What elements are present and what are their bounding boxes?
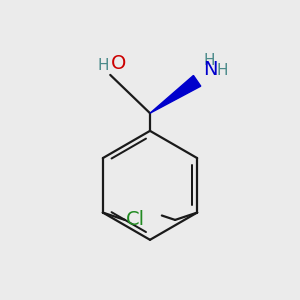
Text: H: H [97, 58, 109, 74]
Text: H: H [216, 63, 228, 78]
Polygon shape [150, 76, 201, 113]
Text: Cl: Cl [126, 209, 145, 229]
Text: H: H [203, 52, 214, 68]
Text: N: N [203, 60, 218, 79]
Text: O: O [111, 54, 126, 73]
